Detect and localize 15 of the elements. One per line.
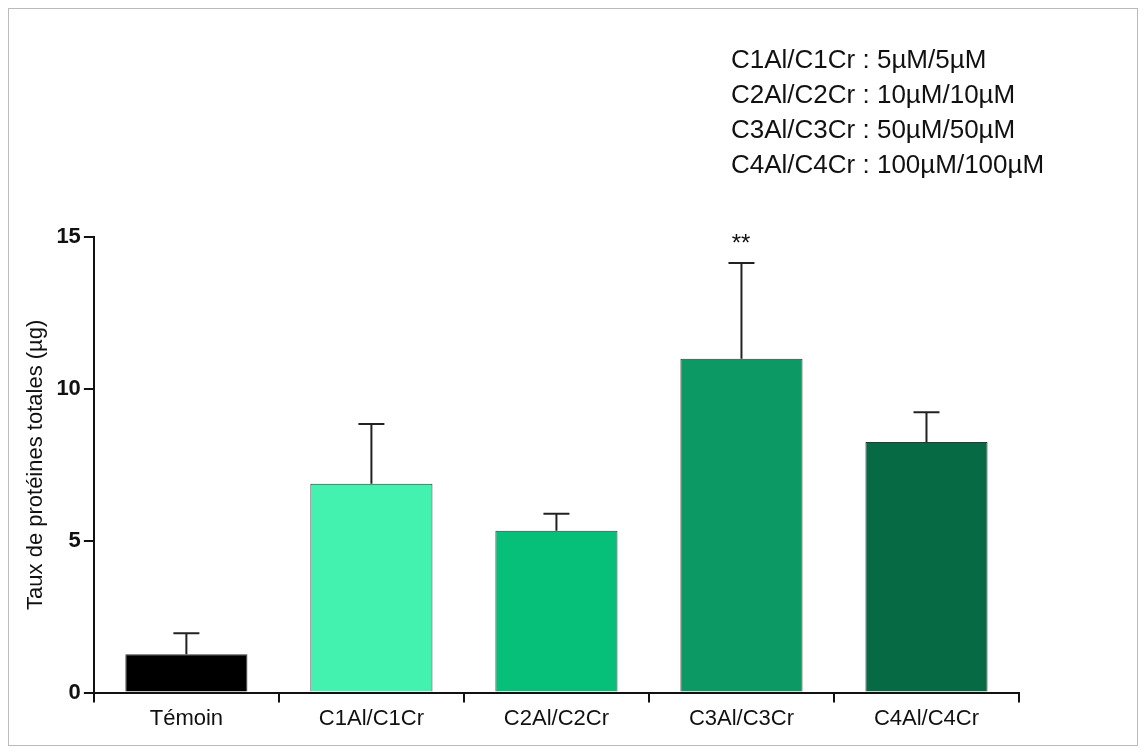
x-tick-label: C3Al/C3Cr [688, 704, 795, 730]
y-tick-label: 10 [56, 374, 81, 400]
text: C2Al/C2Cr : 10µM/10µM [731, 79, 1016, 110]
annotation: ** [731, 228, 751, 256]
x-tick-label: C2Al/C2Cr [503, 704, 610, 730]
text: C3Al/C3Cr : 50µM/50µM [731, 114, 1016, 145]
y-tick-label: 0 [68, 678, 81, 704]
y-tick-label: 5 [68, 526, 81, 552]
x-tick-label: C1Al/C1Cr [318, 704, 424, 730]
x-tick-label: Témoin [149, 704, 224, 730]
y-tick-label: 15 [56, 223, 81, 249]
y-axis-title: Taux de protéines totales (µg) [22, 319, 48, 610]
text: C1Al/C1Cr : 5µM/5µM [731, 44, 987, 75]
text: C4Al/C4Cr : 100µM/100µM [731, 149, 1045, 180]
x-tick-label: C4Al/C4Cr [873, 704, 980, 730]
